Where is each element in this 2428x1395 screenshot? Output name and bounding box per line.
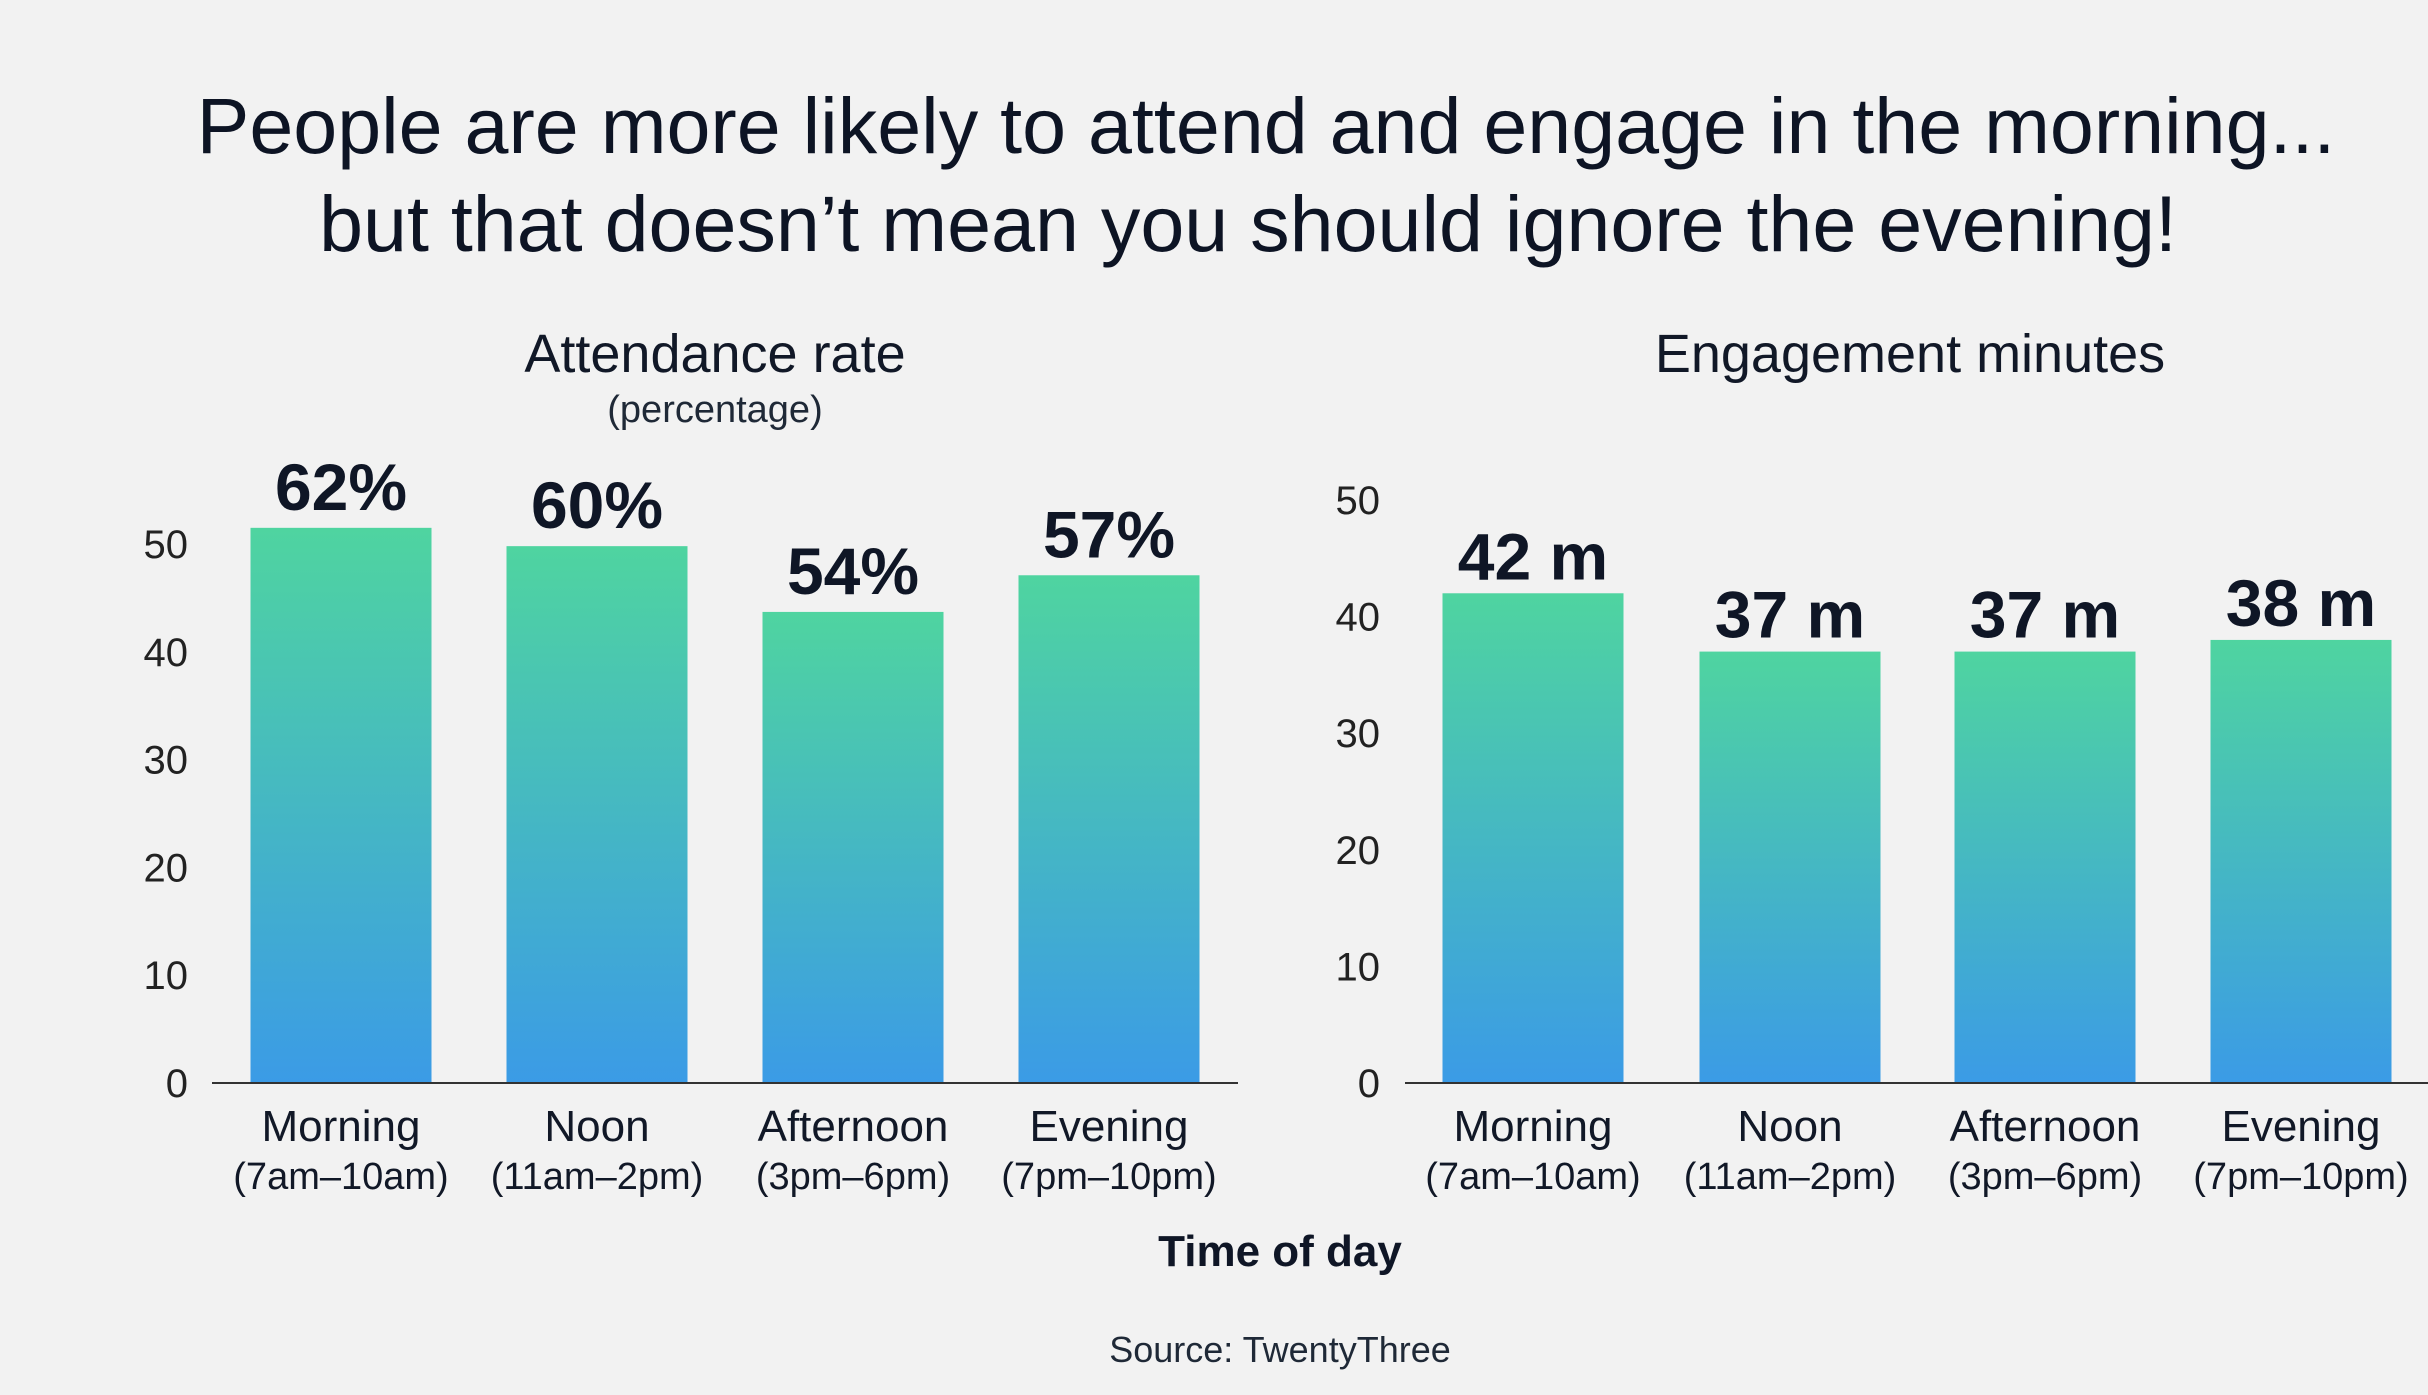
attendance-chart-subtitle: (percentage) (607, 389, 823, 431)
attendance-category-label-noon: Noon (544, 1102, 649, 1151)
attendance-y-tick-30: 30 (144, 739, 189, 783)
engagement-y-tick-0: 0 (1358, 1062, 1380, 1106)
attendance-data-label-evening: 57% (1043, 497, 1175, 571)
attendance-y-tick-40: 40 (144, 631, 189, 675)
attendance-category-label-evening: Evening (1029, 1102, 1188, 1151)
engagement-data-label-afternoon: 37 m (1970, 578, 2120, 652)
engagement-category-label-evening: Evening (2221, 1102, 2380, 1151)
attendance-y-tick-50: 50 (144, 523, 189, 567)
attendance-y-tick-20: 20 (144, 846, 189, 890)
attendance-data-label-noon: 60% (531, 468, 663, 542)
engagement-category-label-noon: Noon (1737, 1102, 1842, 1151)
engagement-category-label-afternoon: Afternoon (1950, 1102, 2141, 1151)
attendance-chart-title: Attendance rate (524, 324, 906, 384)
engagement-bar-afternoon (1954, 651, 2136, 1083)
engagement-data-label-noon: 37 m (1715, 578, 1865, 652)
attendance-category-sublabel-evening: (7pm–10pm) (1001, 1156, 1216, 1198)
x-axis-title: Time of day (1158, 1227, 1402, 1276)
attendance-category-sublabel-afternoon: (3pm–6pm) (756, 1156, 950, 1198)
engagement-chart-title: Engagement minutes (1654, 324, 2166, 384)
engagement-category-sublabel-noon: (11am–2pm) (1684, 1156, 1897, 1198)
attendance-y-tick-10: 10 (144, 954, 189, 998)
attendance-category-sublabel-morning: (7am–10am) (233, 1156, 448, 1198)
attendance-bar-afternoon (762, 611, 944, 1083)
engagement-y-tick-40: 40 (1336, 596, 1381, 640)
engagement-minutes-chart: 0 10 20 30 40 50 42 m Morning (7am–10am) 37 m Noon… (1336, 479, 2428, 1198)
attendance-category-sublabel-noon: (11am–2pm) (491, 1156, 704, 1198)
attendance-y-tick-0: 0 (166, 1062, 188, 1106)
engagement-bar-morning (1442, 593, 1624, 1083)
headline-line-1: People are more likely to attend and eng… (196, 81, 2336, 170)
engagement-bar-noon (1699, 651, 1881, 1083)
attendance-bar-noon (506, 546, 688, 1083)
engagement-y-tick-20: 20 (1336, 829, 1381, 873)
attendance-bar-evening (1018, 575, 1200, 1083)
engagement-bar-evening (2210, 639, 2392, 1083)
engagement-y-tick-30: 30 (1336, 712, 1381, 756)
engagement-data-label-evening: 38 m (2226, 566, 2376, 640)
attendance-rate-chart: 0 10 20 30 40 50 62% Morning (7am–10am) 60% Noon (1… (144, 450, 1238, 1198)
attendance-data-label-afternoon: 54% (787, 534, 919, 608)
engagement-y-tick-10: 10 (1336, 945, 1381, 989)
engagement-category-sublabel-afternoon: (3pm–6pm) (1948, 1156, 2142, 1198)
headline-line-2: but that doesn’t mean you should ignore … (319, 179, 2177, 268)
attendance-bar-morning (250, 527, 432, 1083)
source-note: Source: TwentyThree (1109, 1329, 1451, 1370)
attendance-category-label-morning: Morning (262, 1102, 421, 1151)
attendance-data-label-morning: 62% (275, 450, 407, 524)
engagement-category-sublabel-morning: (7am–10am) (1425, 1156, 1640, 1198)
engagement-y-tick-50: 50 (1336, 479, 1381, 523)
attendance-category-label-afternoon: Afternoon (758, 1102, 949, 1151)
engagement-category-sublabel-evening: (7pm–10pm) (2193, 1156, 2408, 1198)
engagement-data-label-morning: 42 m (1458, 519, 1608, 593)
engagement-category-label-morning: Morning (1454, 1102, 1613, 1151)
